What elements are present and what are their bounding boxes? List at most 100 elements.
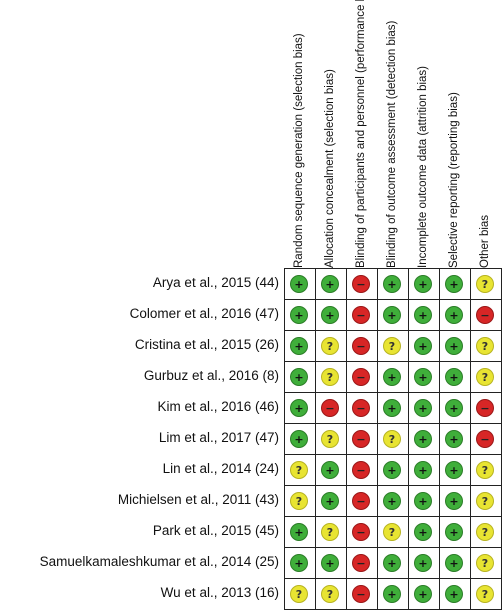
judgement-unclear-icon: ? bbox=[321, 337, 339, 355]
study-label: Gurbuz et al., 2016 (8) bbox=[143, 368, 279, 383]
domain-header: Selective reporting (reporting bias) bbox=[448, 92, 460, 268]
judgement-unclear-icon: ? bbox=[383, 337, 401, 355]
judgement-unclear-icon: ? bbox=[290, 461, 308, 479]
judgement-low-icon: + bbox=[290, 430, 308, 448]
domain-header: Incomplete outcome data (attrition bias) bbox=[417, 66, 429, 268]
judgement-high-icon: − bbox=[321, 399, 339, 417]
domain-header: Other bias bbox=[479, 214, 491, 268]
grid-line-horizontal bbox=[284, 423, 502, 424]
judgement-low-icon: + bbox=[414, 523, 432, 541]
grid-line-vertical bbox=[501, 268, 502, 610]
judgement-unclear-icon: ? bbox=[476, 554, 494, 572]
judgement-low-icon: + bbox=[383, 461, 401, 479]
judgement-low-icon: + bbox=[321, 461, 339, 479]
grid-line-horizontal bbox=[284, 547, 502, 548]
judgement-low-icon: + bbox=[414, 275, 432, 293]
judgement-unclear-icon: ? bbox=[476, 368, 494, 386]
judgement-low-icon: + bbox=[321, 306, 339, 324]
judgement-unclear-icon: ? bbox=[476, 275, 494, 293]
judgement-low-icon: + bbox=[414, 554, 432, 572]
judgement-low-icon: + bbox=[445, 399, 463, 417]
judgement-low-icon: + bbox=[290, 275, 308, 293]
judgement-unclear-icon: ? bbox=[290, 492, 308, 510]
grid-line-horizontal bbox=[284, 578, 502, 579]
judgement-low-icon: + bbox=[414, 368, 432, 386]
judgement-low-icon: + bbox=[445, 492, 463, 510]
judgement-unclear-icon: ? bbox=[476, 492, 494, 510]
judgement-unclear-icon: ? bbox=[321, 430, 339, 448]
judgement-high-icon: − bbox=[352, 275, 370, 293]
judgement-low-icon: + bbox=[445, 461, 463, 479]
study-label: Michielsen et al., 2011 (43) bbox=[117, 492, 279, 507]
grid-line-vertical bbox=[315, 268, 316, 610]
judgement-high-icon: − bbox=[352, 368, 370, 386]
judgement-unclear-icon: ? bbox=[476, 337, 494, 355]
grid-line-horizontal bbox=[284, 516, 502, 517]
domain-header: Allocation concealment (selection bias) bbox=[324, 69, 336, 268]
judgement-low-icon: + bbox=[383, 275, 401, 293]
judgement-high-icon: − bbox=[352, 399, 370, 417]
grid-line-horizontal bbox=[284, 330, 502, 331]
judgement-low-icon: + bbox=[383, 368, 401, 386]
grid-line-vertical bbox=[408, 268, 409, 610]
judgement-low-icon: + bbox=[290, 523, 308, 541]
judgement-low-icon: + bbox=[414, 585, 432, 603]
judgement-high-icon: − bbox=[476, 430, 494, 448]
judgement-low-icon: + bbox=[321, 554, 339, 572]
judgement-low-icon: + bbox=[414, 492, 432, 510]
judgement-low-icon: + bbox=[290, 399, 308, 417]
judgement-low-icon: + bbox=[321, 492, 339, 510]
judgement-grid: + + − + + +? + + − + + + − +? −? + +? +? − + + +? + − − + + + − +? −? +… bbox=[284, 268, 502, 610]
grid-line-vertical bbox=[439, 268, 440, 610]
judgement-unclear-icon: ? bbox=[290, 585, 308, 603]
judgement-unclear-icon: ? bbox=[383, 430, 401, 448]
judgement-high-icon: − bbox=[352, 554, 370, 572]
judgement-low-icon: + bbox=[445, 275, 463, 293]
grid-line-horizontal bbox=[284, 454, 502, 455]
judgement-unclear-icon: ? bbox=[383, 523, 401, 541]
grid-line-horizontal bbox=[284, 485, 502, 486]
study-label: Park et al., 2015 (45) bbox=[152, 523, 279, 538]
study-label: Kim et al., 2016 (46) bbox=[157, 399, 279, 414]
judgement-high-icon: − bbox=[476, 399, 494, 417]
judgement-high-icon: − bbox=[352, 585, 370, 603]
study-label: Samuelkamaleshkumar et al., 2014 (25) bbox=[39, 554, 279, 569]
judgement-low-icon: + bbox=[383, 306, 401, 324]
study-label: Lin et al., 2014 (24) bbox=[162, 461, 279, 476]
grid-line-vertical bbox=[377, 268, 378, 610]
judgement-high-icon: − bbox=[352, 492, 370, 510]
judgement-unclear-icon: ? bbox=[321, 523, 339, 541]
judgement-unclear-icon: ? bbox=[321, 368, 339, 386]
study-label: Colomer et al., 2016 (47) bbox=[129, 306, 279, 321]
judgement-high-icon: − bbox=[352, 461, 370, 479]
grid-line-vertical bbox=[346, 268, 347, 610]
judgement-low-icon: + bbox=[414, 337, 432, 355]
judgement-high-icon: − bbox=[352, 337, 370, 355]
judgement-unclear-icon: ? bbox=[476, 523, 494, 541]
judgement-low-icon: + bbox=[445, 368, 463, 386]
judgement-low-icon: + bbox=[414, 306, 432, 324]
judgement-low-icon: + bbox=[383, 585, 401, 603]
judgement-low-icon: + bbox=[445, 554, 463, 572]
judgement-high-icon: − bbox=[352, 523, 370, 541]
study-label: Wu et al., 2013 (16) bbox=[160, 585, 279, 600]
judgement-low-icon: + bbox=[414, 461, 432, 479]
judgement-low-icon: + bbox=[290, 368, 308, 386]
judgement-low-icon: + bbox=[445, 306, 463, 324]
judgement-low-icon: + bbox=[321, 275, 339, 293]
grid-line-horizontal bbox=[284, 299, 502, 300]
judgement-low-icon: + bbox=[445, 337, 463, 355]
judgement-high-icon: − bbox=[352, 306, 370, 324]
domain-header: Blinding of outcome assessment (detectio… bbox=[386, 20, 398, 268]
judgement-low-icon: + bbox=[445, 430, 463, 448]
grid-line-vertical bbox=[470, 268, 471, 610]
grid-line-horizontal bbox=[284, 361, 502, 362]
domain-header: Blinding of participants and personnel (… bbox=[355, 0, 367, 268]
judgement-low-icon: + bbox=[414, 430, 432, 448]
judgement-unclear-icon: ? bbox=[321, 585, 339, 603]
study-label: Lim et al., 2017 (47) bbox=[158, 430, 279, 445]
judgement-low-icon: + bbox=[383, 492, 401, 510]
domain-header: Random sequence generation (selection bi… bbox=[293, 33, 305, 268]
judgement-low-icon: + bbox=[383, 399, 401, 417]
